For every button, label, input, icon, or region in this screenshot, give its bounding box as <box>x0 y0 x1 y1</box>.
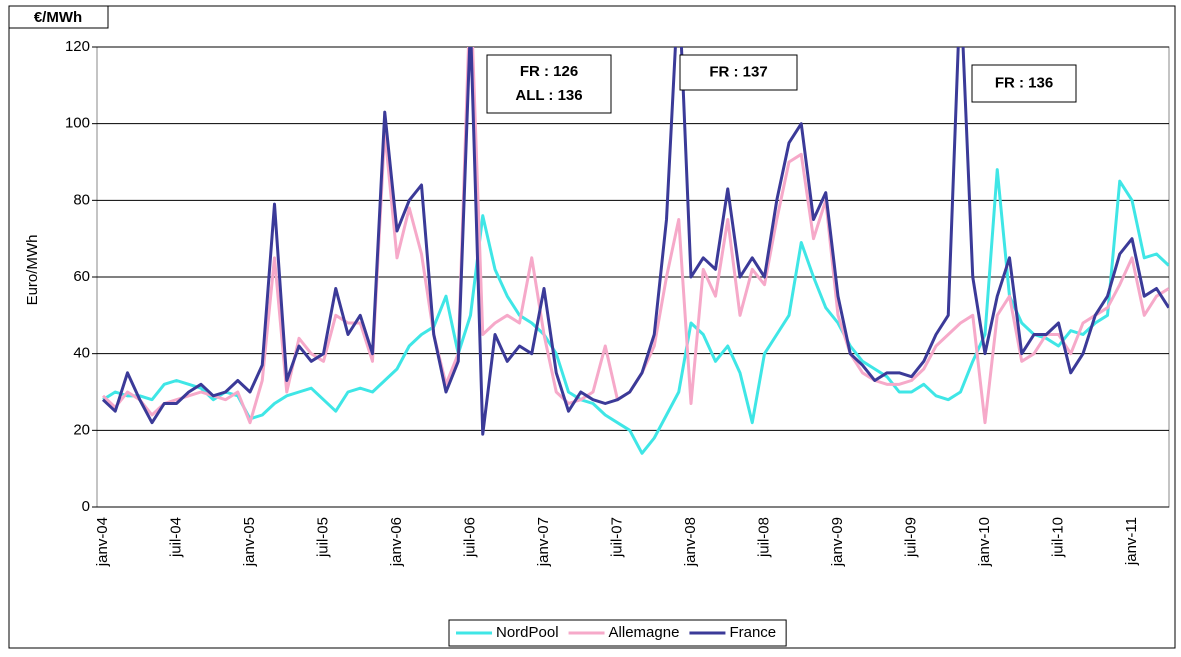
y-tick-label: 80 <box>73 191 90 208</box>
x-tick-label: juil-05 <box>314 517 331 558</box>
legend-label: Allemagne <box>609 624 680 641</box>
annotation-box <box>679 54 798 91</box>
x-tick-label: juil-08 <box>755 517 772 558</box>
annotation-text: FR : 137 <box>709 63 767 80</box>
legend-label: NordPool <box>496 624 559 641</box>
y-tick-label: 60 <box>73 268 90 285</box>
x-tick-label: janv-08 <box>682 517 699 567</box>
y-tick-label: 40 <box>73 345 90 362</box>
x-tick-label: janv-11 <box>1123 517 1140 566</box>
x-tick-label: janv-10 <box>976 517 993 567</box>
annotation-text: ALL : 136 <box>515 87 582 104</box>
x-tick-label: juil-04 <box>167 517 184 558</box>
series-line <box>102 168 1169 455</box>
x-tick-label: juil-09 <box>902 517 919 558</box>
x-tick-label: janv-06 <box>388 517 405 567</box>
unit-box <box>8 5 109 29</box>
x-tick-label: janv-09 <box>829 517 846 567</box>
frame <box>8 5 1176 649</box>
annotation-text: FR : 136 <box>995 74 1053 91</box>
y-tick-label: 0 <box>82 498 90 515</box>
x-tick-label: janv-07 <box>535 517 552 567</box>
x-tick-label: juil-06 <box>461 517 478 558</box>
series-line <box>101 47 1169 436</box>
x-tick-label: janv-04 <box>94 517 111 567</box>
y-tick-label: 120 <box>65 38 90 55</box>
annotation-text: FR : 126 <box>520 63 578 80</box>
y-tick-label: 20 <box>73 421 90 438</box>
x-tick-label: janv-05 <box>241 517 258 567</box>
legend-box <box>448 619 787 647</box>
y-tick-label: 100 <box>65 115 90 132</box>
annotation-box <box>971 64 1077 103</box>
legend: NordPool Allemagne France <box>448 619 787 647</box>
annotation-box <box>486 54 612 114</box>
x-tick-label: juil-07 <box>608 517 625 558</box>
unit-label: €/MWh <box>34 9 82 26</box>
legend-label: France <box>729 624 776 641</box>
x-tick-label: juil-10 <box>1049 517 1066 558</box>
y-axis-title: Euro/MWh <box>24 235 41 306</box>
